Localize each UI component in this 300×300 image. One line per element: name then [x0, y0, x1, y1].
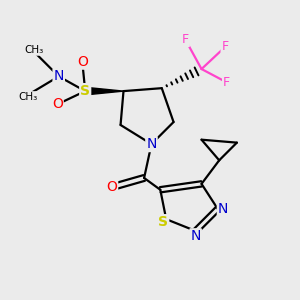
Text: S: S: [158, 215, 168, 229]
Text: F: F: [182, 33, 189, 46]
Polygon shape: [85, 87, 124, 95]
Text: N: N: [190, 229, 201, 243]
Text: N: N: [53, 69, 64, 83]
Text: CH₃: CH₃: [24, 45, 43, 55]
Text: N: N: [218, 202, 228, 216]
Text: O: O: [52, 98, 63, 111]
Text: F: F: [223, 76, 230, 89]
Text: O: O: [77, 55, 88, 69]
Text: S: S: [80, 84, 90, 98]
Text: N: N: [146, 137, 157, 151]
Text: O: O: [106, 180, 117, 194]
Text: CH₃: CH₃: [18, 92, 38, 102]
Text: F: F: [221, 40, 229, 53]
